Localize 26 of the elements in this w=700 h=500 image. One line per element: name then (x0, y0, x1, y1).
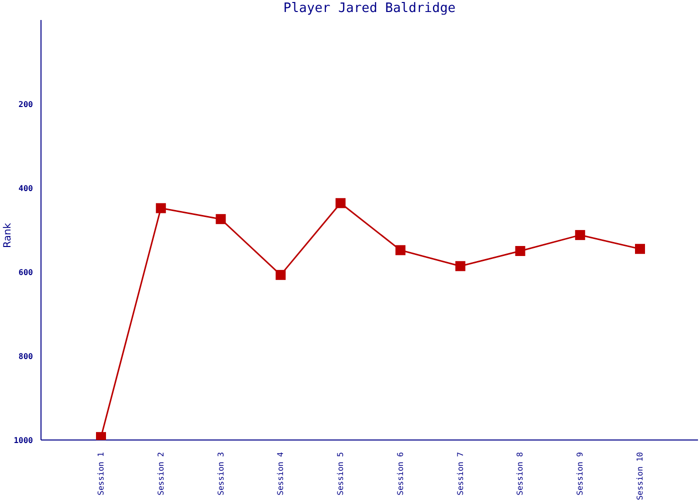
y-axis-title: Rank (2, 223, 14, 248)
point (336, 198, 346, 208)
chart-title: Player Jared Baldridge (282, 1, 457, 16)
x-tick-label: Session 2 (156, 452, 166, 496)
x-tick-label: Session 9 (576, 452, 585, 496)
x-tick-label: Session 5 (336, 452, 346, 496)
point (156, 203, 166, 214)
x-tick-label: Session 10 (636, 452, 644, 500)
x-tick-label: Session 7 (456, 452, 465, 496)
point (395, 245, 406, 256)
point (216, 214, 226, 224)
point (635, 244, 645, 254)
y-tick-label: 400 (18, 184, 34, 193)
y-tick-label: 800 (18, 352, 34, 361)
y-tick-label: 1000 (14, 436, 34, 445)
x-tick-label: Session 8 (516, 452, 525, 496)
x-tick-label: Session 4 (276, 452, 286, 496)
y-tick-label: 200 (18, 100, 34, 109)
point (515, 246, 526, 256)
point (276, 270, 286, 280)
x-tick-label: Session 3 (216, 452, 226, 496)
x-tick-label: Session 1 (96, 452, 106, 496)
x-tick-label: Session 6 (396, 452, 405, 496)
y-tick-label: 600 (18, 268, 34, 277)
point (575, 230, 586, 240)
point (455, 261, 466, 272)
